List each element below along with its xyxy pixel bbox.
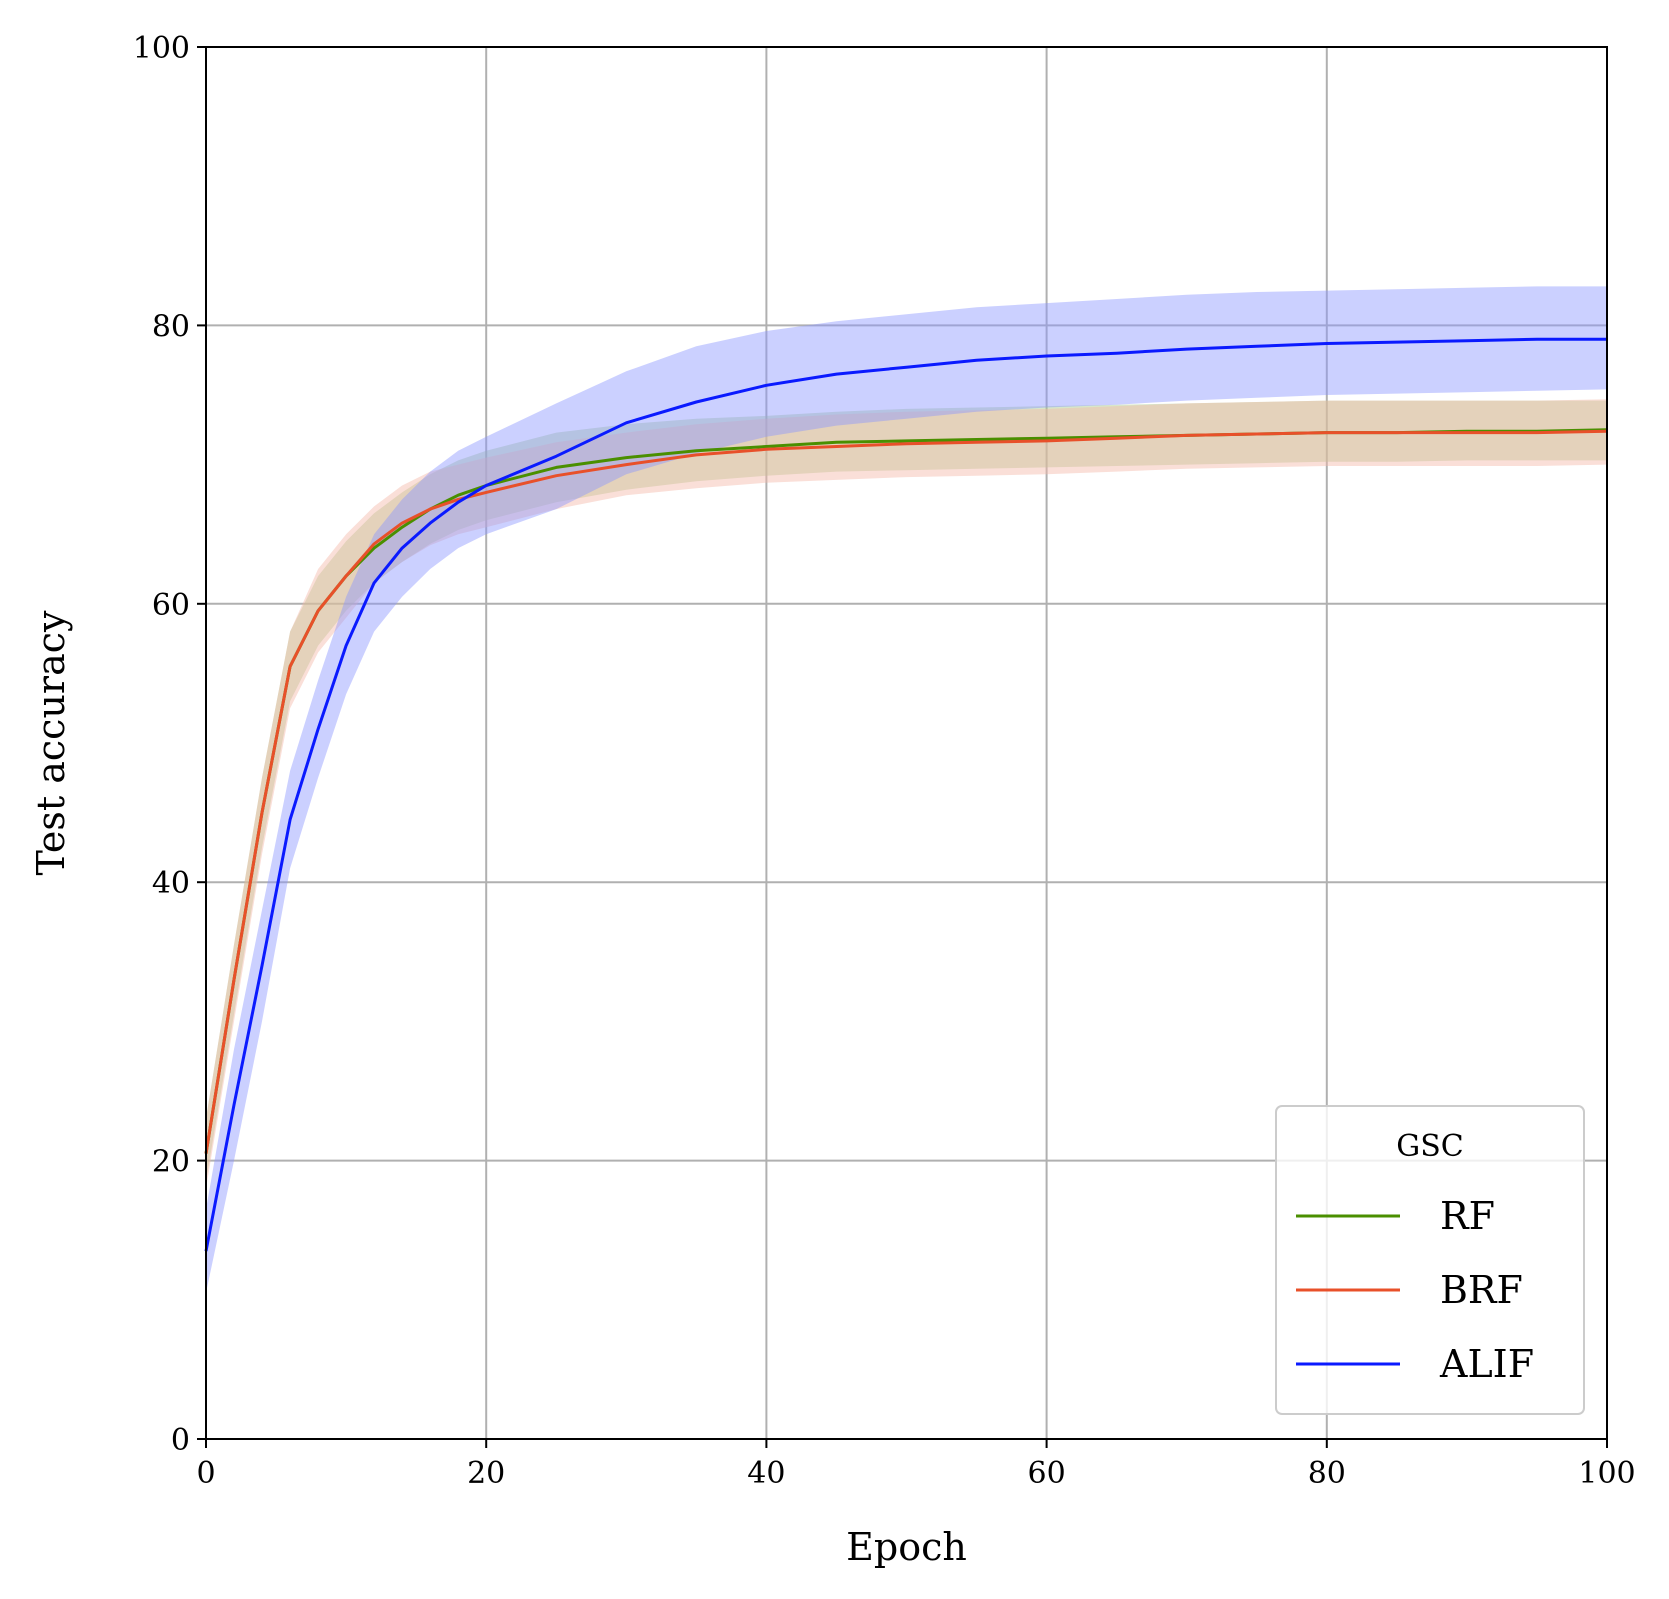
y-tick-label: 0 bbox=[171, 1423, 190, 1458]
x-tick-label: 0 bbox=[196, 1456, 215, 1491]
legend-label-brf: BRF bbox=[1440, 1268, 1523, 1312]
y-tick-label: 80 bbox=[152, 309, 190, 344]
y-axis-label: Test accuracy bbox=[29, 610, 73, 876]
alif-line bbox=[204, 337, 1607, 1252]
x-axis-label: Epoch bbox=[846, 1525, 967, 1569]
brf-line bbox=[204, 429, 1608, 1154]
series-lines bbox=[204, 337, 1608, 1252]
legend-title: GSC bbox=[1396, 1129, 1463, 1164]
legend: GSC RF BRF ALIF bbox=[1275, 1105, 1585, 1415]
x-tick-label: 80 bbox=[1308, 1456, 1346, 1491]
x-tick-label: 40 bbox=[747, 1456, 785, 1491]
legend-label-rf: RF bbox=[1440, 1194, 1495, 1238]
confidence-bands bbox=[206, 286, 1607, 1293]
legend-box bbox=[1275, 1105, 1585, 1415]
axis-ticks: 0 20 40 60 80 100 0 20 40 60 80 100 bbox=[133, 31, 1636, 1491]
grid-lines bbox=[205, 46, 1608, 1440]
x-tick-label: 60 bbox=[1028, 1456, 1066, 1491]
legend-entries: RF BRF ALIF bbox=[1296, 1194, 1534, 1386]
alif-band bbox=[206, 286, 1607, 1293]
plot-frame bbox=[205, 46, 1608, 1440]
legend-label-alif: ALIF bbox=[1439, 1342, 1534, 1386]
y-tick-label: 40 bbox=[152, 866, 190, 901]
y-tick-label: 100 bbox=[133, 31, 190, 66]
x-tick-label: 20 bbox=[467, 1456, 505, 1491]
y-tick-label: 20 bbox=[152, 1145, 190, 1180]
y-tick-label: 60 bbox=[152, 588, 190, 623]
x-tick-label: 100 bbox=[1578, 1456, 1635, 1491]
